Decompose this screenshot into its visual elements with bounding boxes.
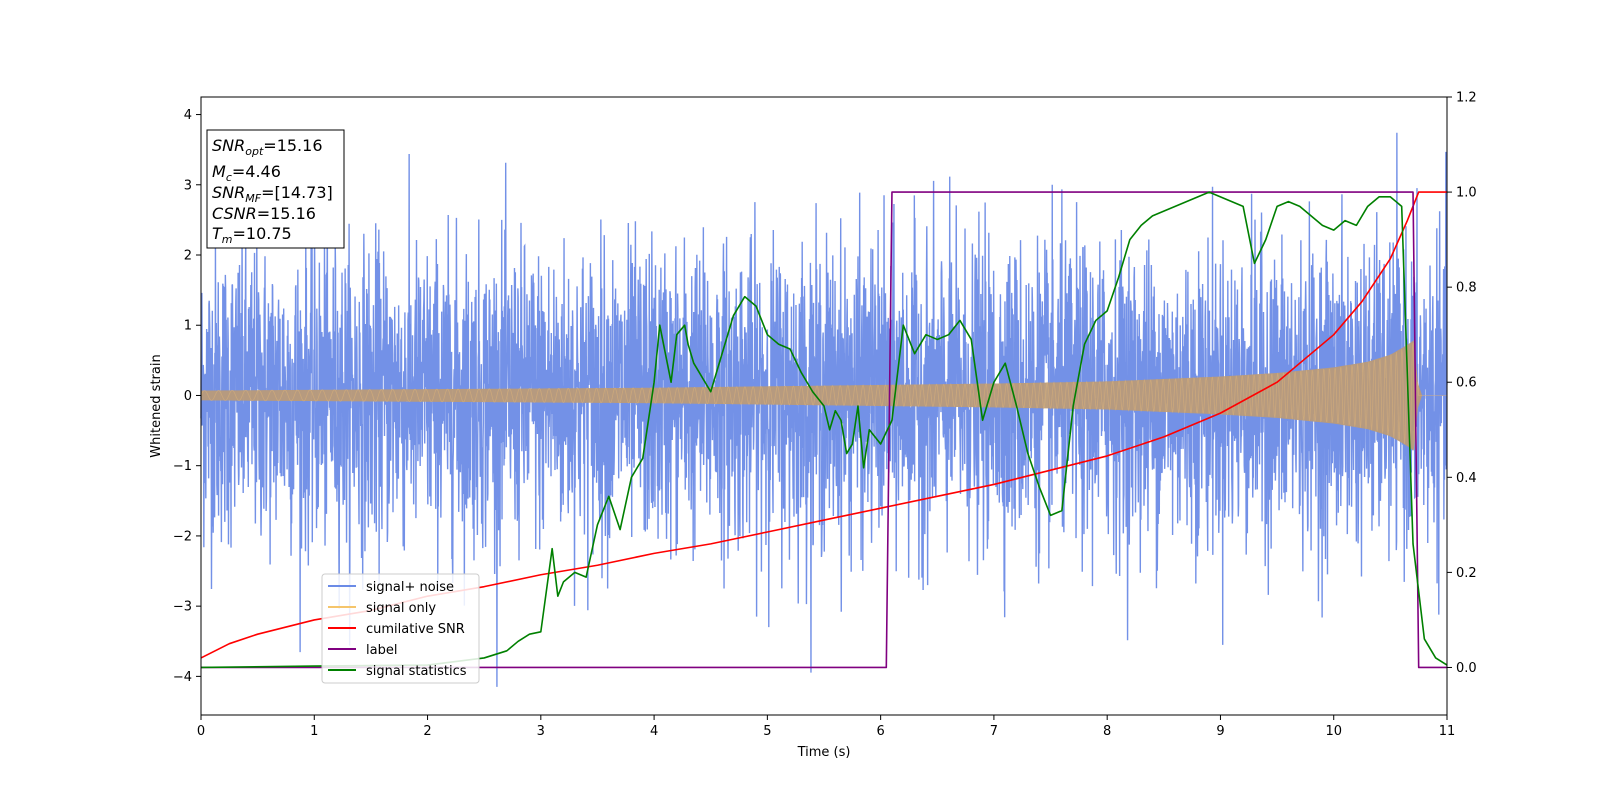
label-line — [201, 191, 1447, 669]
annotation-line: SNRopt=15.16 — [212, 136, 323, 158]
annotation-value: =4.46 — [232, 162, 281, 181]
y-left-tick-label: 4 — [184, 108, 192, 123]
x-tick-label: 3 — [537, 724, 545, 739]
x-tick-label: 4 — [650, 724, 658, 739]
annotation-box: SNRopt=15.16Mc=4.46SNRMF=[14.73]CSNR=15.… — [206, 129, 345, 249]
y-left-tick-label: 0 — [184, 389, 192, 404]
x-tick-label: 1 — [310, 724, 318, 739]
y-left-tick-label: −2 — [173, 529, 192, 544]
annotation-value: =[14.73] — [261, 183, 333, 202]
x-tick-label: 7 — [990, 724, 998, 739]
y-axis-left-ticks: −4 −3 −2 −1 0 1 2 3 4 — [173, 108, 201, 685]
annotation-value: =10.75 — [233, 224, 292, 243]
annotation-subscript: m — [222, 233, 233, 246]
y-right-tick-label: 0.6 — [1456, 376, 1477, 391]
x-tick-label: 9 — [1216, 724, 1224, 739]
plot-frame — [200, 96, 1448, 716]
y-right-tick-label: 1.0 — [1456, 186, 1477, 201]
annotation-symbol: SNR — [212, 136, 245, 155]
annotation-line: SNRMF=[14.73] — [212, 183, 333, 205]
x-tick-label: 8 — [1103, 724, 1111, 739]
legend: signal+ noise signal only cumilative SNR la… — [321, 573, 480, 684]
annotation-subscript: opt — [245, 145, 264, 158]
legend-label: signal statistics — [366, 664, 467, 679]
annotation-line: Tm=10.75 — [212, 224, 292, 246]
legend-label: cumilative SNR — [366, 622, 465, 637]
signal-statistics-line — [200, 191, 1448, 669]
x-tick-label: 2 — [423, 724, 431, 739]
annotation-subscript: MF — [245, 192, 261, 205]
signal-only-series — [200, 340, 1447, 451]
annotation-frame — [206, 129, 345, 249]
y-right-tick-label: 0.4 — [1456, 471, 1477, 486]
annotation-line: Mc=4.46 — [212, 162, 281, 184]
y-axis-label: Whitened strain — [149, 354, 164, 457]
annotation-value: =15.16 — [263, 136, 322, 155]
y-right-tick-label: 0.2 — [1456, 566, 1477, 581]
x-tick-label: 5 — [763, 724, 771, 739]
x-tick-label: 0 — [197, 724, 205, 739]
y-left-tick-label: −4 — [173, 670, 192, 685]
annotation-symbol: CSNR — [212, 204, 257, 223]
y-right-tick-label: 0.8 — [1456, 281, 1477, 296]
y-left-tick-label: 2 — [184, 249, 192, 264]
x-tick-label: 11 — [1439, 724, 1456, 739]
y-left-tick-label: 3 — [184, 178, 192, 193]
y-axis-right-ticks: 0.0 0.2 0.4 0.6 0.8 1.0 1.2 — [1447, 91, 1477, 676]
y-left-tick-label: −1 — [173, 459, 192, 474]
legend-label: signal+ noise — [366, 580, 454, 595]
annotation-symbol: T — [212, 224, 223, 243]
legend-label: label — [366, 643, 397, 658]
annotation-subscript: c — [226, 171, 232, 184]
x-axis-ticks: 0 1 2 3 4 5 6 7 8 9 10 11 — [197, 715, 1455, 739]
signal-only-line — [200, 342, 1447, 450]
x-tick-label: 6 — [876, 724, 884, 739]
y-left-tick-label: 1 — [184, 319, 192, 334]
y-right-tick-label: 0.0 — [1456, 661, 1477, 676]
annotation-value: =15.16 — [257, 204, 316, 223]
y-right-tick-label: 1.2 — [1456, 91, 1477, 106]
x-axis-label: Time (s) — [797, 745, 851, 760]
legend-label: signal only — [366, 601, 436, 616]
legend-frame — [321, 573, 480, 684]
y-left-tick-label: −3 — [173, 600, 192, 615]
annotation-line: CSNR=15.16 — [212, 204, 316, 223]
signal-only-envelope — [201, 340, 1447, 451]
x-tick-label: 10 — [1325, 724, 1342, 739]
annotation-symbol: SNR — [212, 183, 245, 202]
annotation-symbol: M — [212, 162, 226, 181]
